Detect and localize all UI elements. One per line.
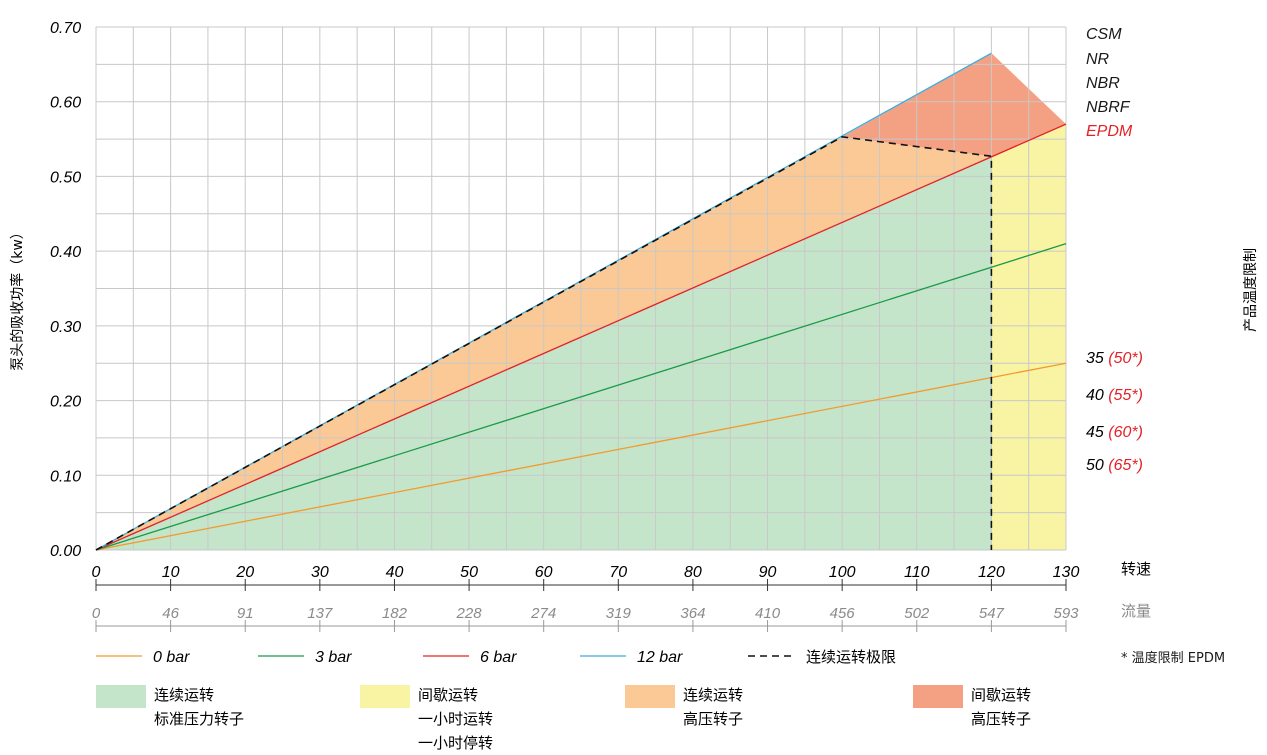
- flow-tick-label: 364: [680, 605, 705, 622]
- legend-label: 0 bar: [153, 649, 190, 666]
- region-label: 连续运转: [154, 686, 214, 704]
- legend-label: 12 bar: [637, 649, 683, 666]
- series-line-0-bar: [95, 362, 1067, 551]
- flow-tick-label: 137: [307, 605, 333, 622]
- continuous-limit-line: [95, 136, 993, 551]
- right-labels: CSM NR NBR NBRF EPDM 35 (50*) 40 (55*) 45 (60*)…: [1086, 26, 1143, 474]
- flow-tick-label: 46: [162, 605, 179, 622]
- y-tick-labels: 0.00 0.10 0.20 0.30 0.40 0.50 0.60 0.70: [50, 20, 81, 560]
- y-tick-label: 0.30: [50, 319, 81, 336]
- temp-label: 40 (55*): [1086, 387, 1143, 404]
- speed-axis-label: 转速: [1121, 560, 1151, 578]
- flow-tick-label: 91: [237, 605, 254, 622]
- speed-tick-label: 80: [684, 564, 702, 581]
- region-swatch: [625, 685, 675, 708]
- grid-layer: [95, 26, 1067, 551]
- region-label: 间歇运转: [418, 686, 478, 704]
- y-tick-label: 0.70: [50, 20, 81, 37]
- material-label: CSM: [1086, 26, 1122, 43]
- speed-tick-label: 10: [162, 564, 180, 581]
- material-label: NBR: [1086, 75, 1120, 92]
- region-label: 高压转子: [971, 710, 1031, 728]
- flow-tick-label: 547: [979, 605, 1005, 622]
- flow-tick-label: 0: [92, 605, 101, 622]
- speed-tick-label: 90: [759, 564, 777, 581]
- material-label: EPDM: [1086, 123, 1133, 140]
- speed-tick-label: 130: [1053, 564, 1080, 581]
- flow-tick-label: 410: [755, 605, 781, 622]
- region-label: 标准压力转子: [154, 710, 244, 728]
- speed-tick-label: 70: [609, 564, 627, 581]
- series-layer: [95, 52, 1067, 551]
- speed-tick-label: 40: [386, 564, 404, 581]
- speed-tick-label: 20: [235, 564, 254, 581]
- flow-axis-label: 流量: [1121, 602, 1151, 620]
- right-axis-title: 产品温度限制: [1243, 248, 1259, 332]
- speed-tick-label: 0: [92, 564, 101, 581]
- material-label: NR: [1086, 51, 1110, 68]
- y-tick-label: 0.10: [50, 468, 81, 485]
- region-label: 高压转子: [683, 710, 743, 728]
- legend-label: 3 bar: [315, 649, 352, 666]
- region-label: 连续运转: [683, 686, 743, 704]
- region-swatch: [96, 685, 146, 708]
- speed-tick-label: 30: [311, 564, 329, 581]
- y-tick-label: 0.50: [50, 169, 81, 186]
- series-line-3-bar: [95, 243, 1067, 551]
- flow-tick-label: 319: [606, 605, 632, 622]
- speed-tick-label: 120: [978, 564, 1005, 581]
- temp-label: 50 (65*): [1086, 457, 1143, 474]
- footnote-epdm: * 温度限制 EPDM: [1121, 650, 1225, 666]
- flow-tick-label: 456: [830, 605, 856, 622]
- region-label: 间歇运转: [971, 686, 1031, 704]
- y-tick-label: 0.20: [50, 394, 81, 411]
- series-line-6-bar: [95, 123, 1067, 551]
- speed-tick-label: 100: [829, 564, 856, 581]
- y-tick-label: 0.60: [50, 95, 81, 112]
- y-tick-label: 0.00: [50, 543, 81, 560]
- legend: 0 bar 3 bar 6 bar 12 bar 连续运转极限 * 温度限制 EPDM 连续…: [96, 648, 1225, 752]
- y-axis-title: 泵头的吸收功率（kw）: [9, 225, 26, 371]
- speed-tick-label: 110: [904, 564, 930, 581]
- speed-tick-label: 50: [460, 564, 478, 581]
- region-label: 一小时运转: [418, 710, 493, 728]
- flow-tick-label: 593: [1053, 605, 1079, 622]
- speed-tick-label: 60: [535, 564, 553, 581]
- temp-label: 35 (50*): [1086, 350, 1143, 367]
- region-swatch: [913, 685, 963, 708]
- flow-tick-label: 274: [530, 605, 556, 622]
- x-axes: 0 10 20 30 40 50 60 70 80 90 100 110 120 130 0 46 91 137 1…: [92, 560, 1151, 632]
- region-swatch: [360, 685, 410, 708]
- legend-label: 连续运转极限: [806, 648, 896, 666]
- legend-label: 6 bar: [480, 649, 517, 666]
- flow-tick-label: 228: [456, 605, 483, 622]
- flow-tick-label: 182: [382, 605, 408, 622]
- flow-tick-label: 502: [904, 605, 930, 622]
- region-label: 一小时停转: [418, 734, 493, 752]
- material-label: NBRF: [1086, 99, 1131, 116]
- y-tick-label: 0.40: [50, 244, 81, 261]
- temp-label: 45 (60*): [1086, 424, 1143, 441]
